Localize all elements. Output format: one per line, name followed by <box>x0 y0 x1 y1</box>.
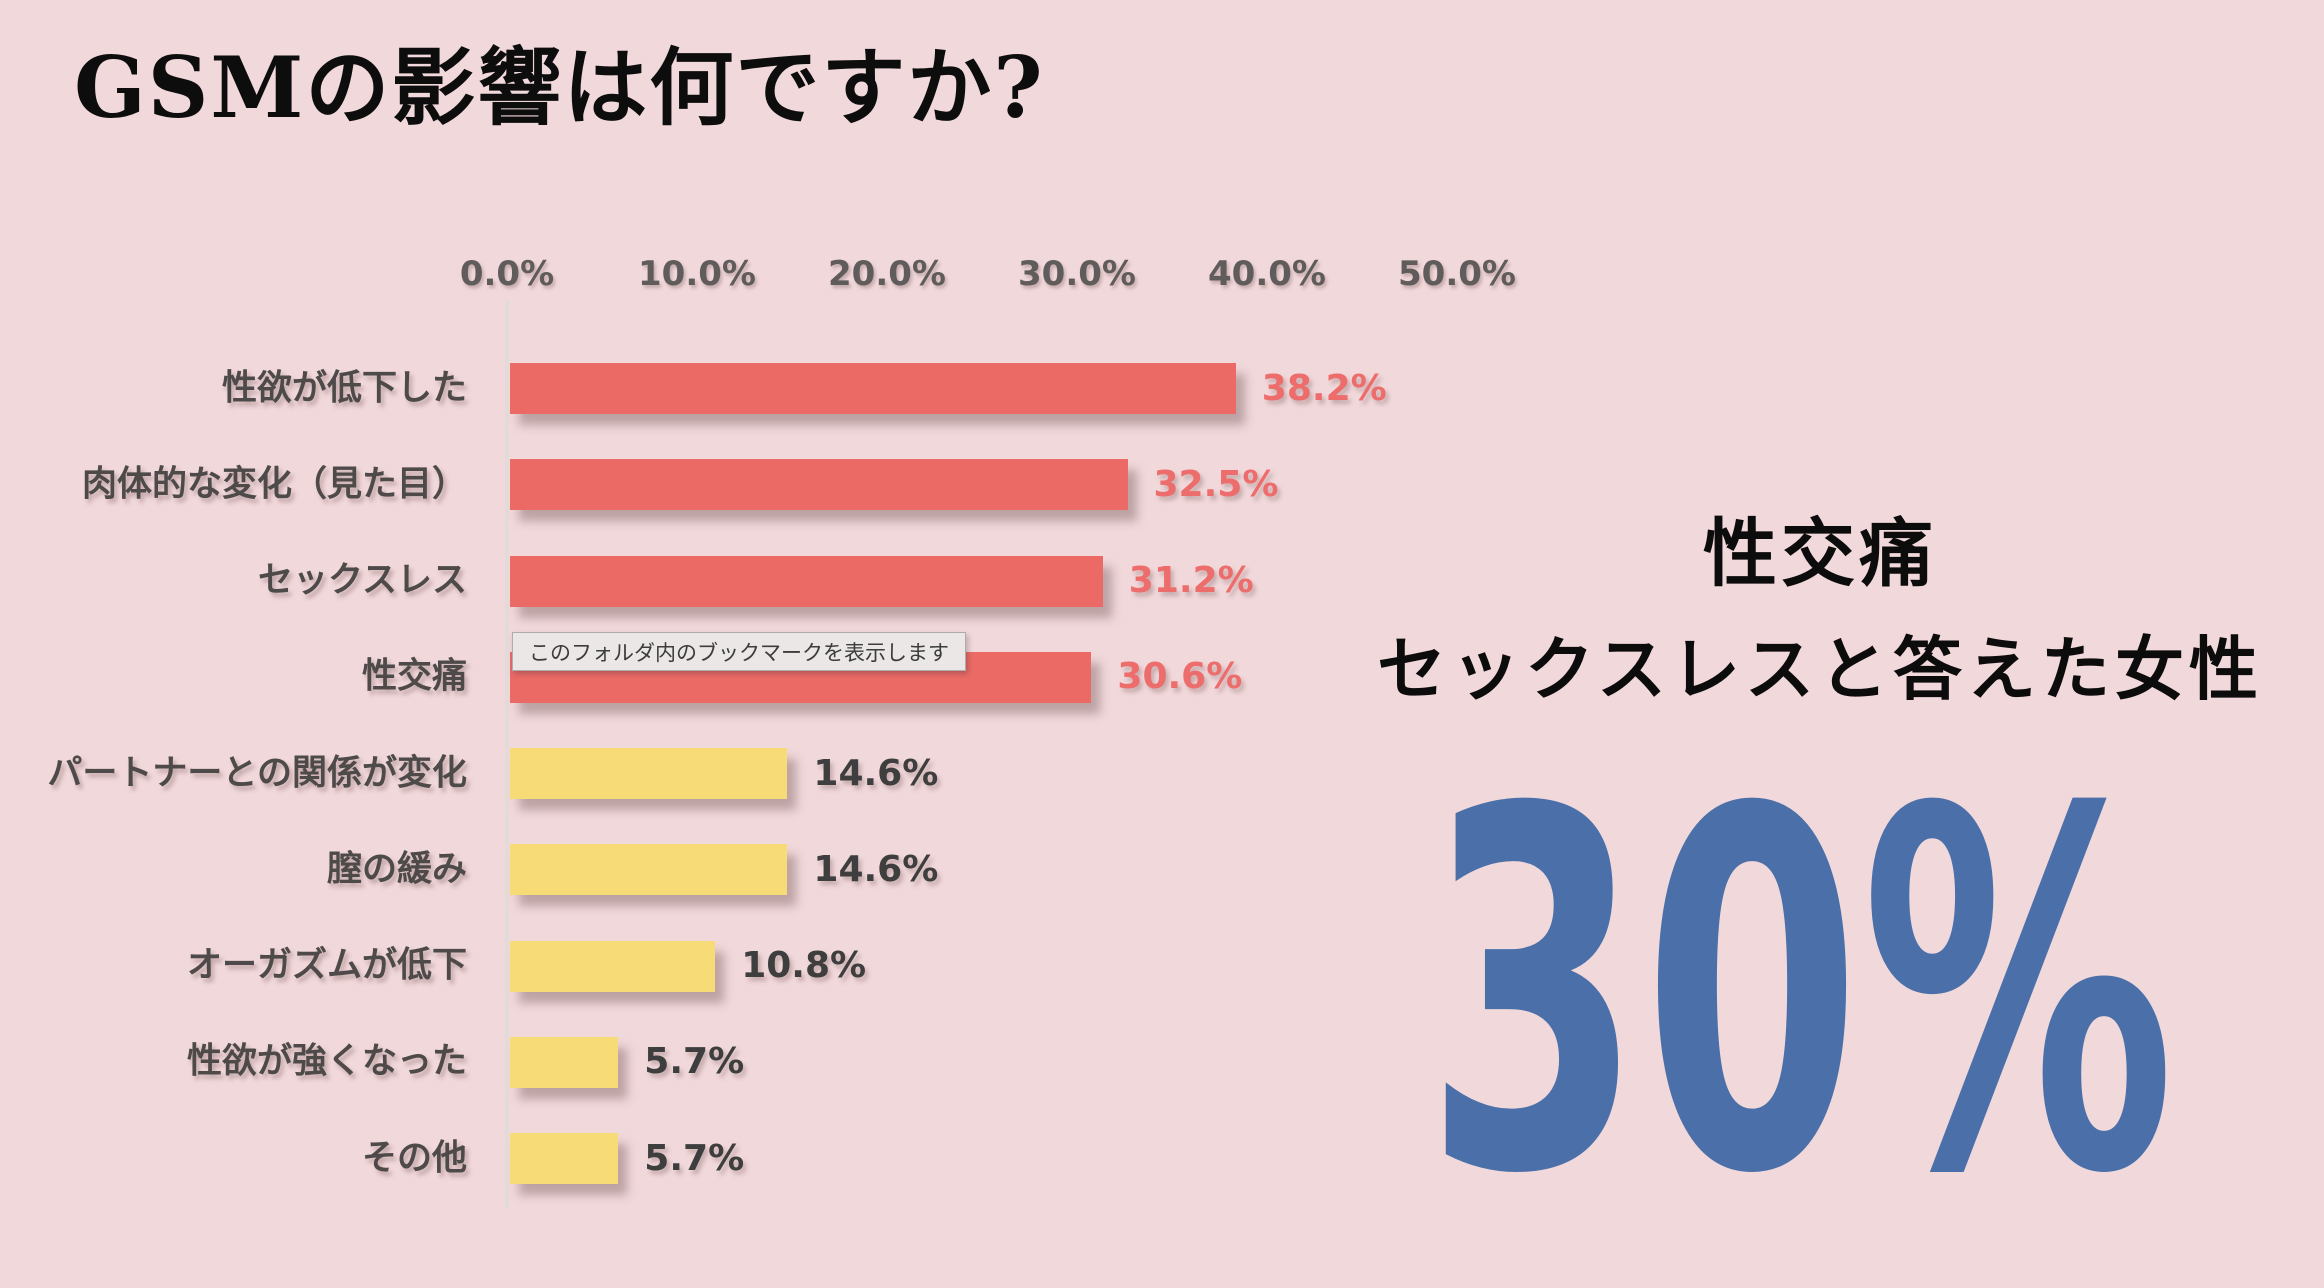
bar <box>510 748 788 799</box>
bookmark-tooltip: このフォルダ内のブックマークを表示します <box>512 632 966 671</box>
value-label: 32.5% <box>1153 463 1279 505</box>
value-label: 31.2% <box>1128 560 1254 601</box>
value-label: 10.8% <box>741 945 867 986</box>
category-label: その他 <box>361 1138 467 1178</box>
bar <box>510 844 788 896</box>
bar <box>510 940 716 992</box>
bar <box>510 1133 619 1184</box>
value-label: 5.7% <box>644 1137 745 1179</box>
category-label: 性欲が低下した <box>221 368 467 408</box>
category-label: 膣の緩み <box>326 849 467 890</box>
category-label: パートナーとの関係が変化 <box>47 753 467 793</box>
bar <box>510 1036 619 1088</box>
category-label: 性交痛 <box>361 656 467 697</box>
category-label: 肉体的な変化（見た目） <box>81 464 467 505</box>
x-axis-tick-label: 0.0% <box>459 254 555 294</box>
bar <box>510 363 1236 414</box>
stat-value: 30% <box>1424 706 2176 1282</box>
callout-heading-line2: セックスレスと答えた女性 <box>1377 628 2263 710</box>
x-axis-tick-label: 40.0% <box>1208 254 1326 294</box>
bar <box>510 459 1128 511</box>
value-label: 14.6% <box>813 752 939 794</box>
x-axis-tick-label: 10.0% <box>638 254 756 294</box>
bar <box>510 555 1103 607</box>
value-label: 14.6% <box>813 848 939 890</box>
category-label: 性欲が強くなった <box>186 1041 467 1082</box>
value-label: 30.6% <box>1117 656 1243 698</box>
x-axis-tick-label: 30.0% <box>1018 254 1136 294</box>
value-label: 38.2% <box>1261 367 1387 409</box>
y-axis-line <box>505 300 509 1208</box>
category-label: セックスレス <box>258 560 467 601</box>
category-label: オーガズムが低下 <box>186 945 467 986</box>
x-axis-tick-label: 50.0% <box>1398 254 1516 294</box>
page-title: GSMの影響は何ですか? <box>74 38 1045 137</box>
callout-heading: 性交痛 セックスレスと答えた女性 <box>1330 511 2310 710</box>
x-axis-tick-label: 20.0% <box>828 254 946 294</box>
callout-heading-line1: 性交痛 <box>1703 511 1937 597</box>
value-label: 5.7% <box>644 1041 745 1083</box>
